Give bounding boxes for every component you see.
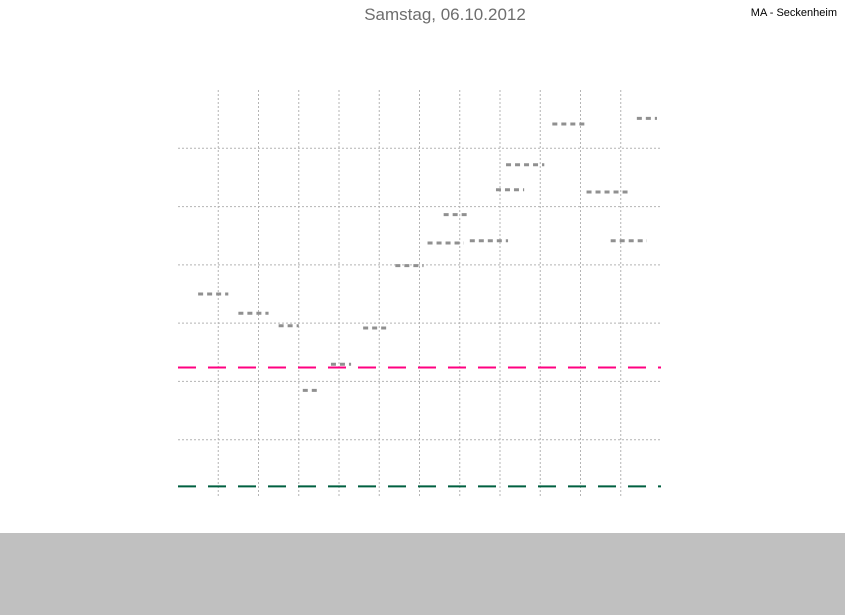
station-label: MA - Seckenheim [750, 7, 837, 19]
stats-table [0, 533, 845, 615]
legend [186, 28, 746, 92]
page-title: Samstag, 06.10.2012 [364, 5, 526, 24]
